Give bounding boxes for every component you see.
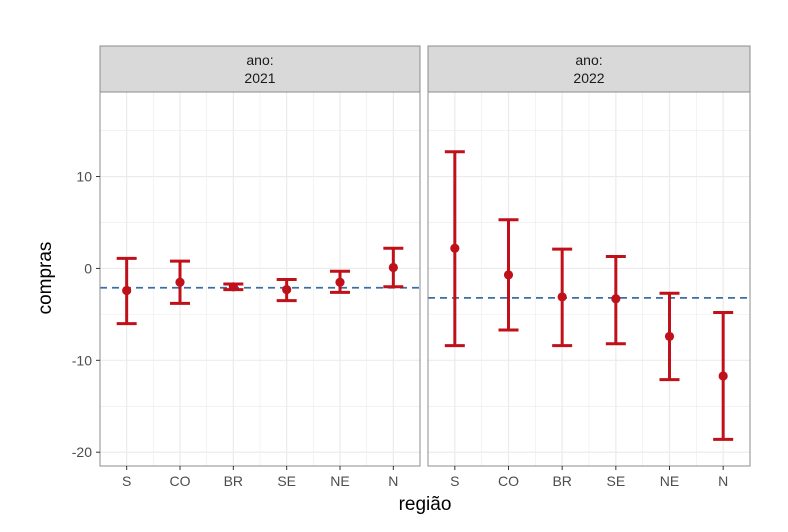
x-axis-title: região (399, 494, 452, 515)
facet-strip-label-line2: 2022 (573, 70, 604, 86)
x-tick-label: SE (606, 473, 625, 489)
y-tick-label: 0 (84, 260, 92, 276)
y-axis-title: compras (35, 242, 56, 315)
y-tick-label: -10 (72, 352, 92, 368)
x-tick-label: S (450, 473, 459, 489)
x-tick-label: BR (552, 473, 571, 489)
point-N (718, 371, 728, 381)
point-NE (664, 331, 675, 342)
x-tick-label: CO (498, 473, 519, 489)
facet-strip-1 (99, 45, 421, 93)
x-tick-label: SE (277, 473, 296, 489)
point-SE (282, 284, 292, 295)
point-NE (335, 277, 345, 287)
point-BR (228, 282, 238, 292)
y-tick-label: -20 (72, 444, 92, 460)
facet-strip-label-line2: 2021 (244, 70, 275, 86)
y-tick-label: 10 (76, 169, 92, 185)
x-tick-label: BR (224, 473, 243, 489)
x-tick-label: N (718, 473, 728, 489)
facet-strip-label-line1: ano: (575, 52, 602, 68)
x-tick-label: S (122, 473, 131, 489)
x-tick-label: NE (330, 473, 349, 489)
point-S (450, 243, 460, 253)
point-N (388, 262, 398, 273)
x-tick-label: N (388, 473, 398, 489)
point-SE (611, 294, 621, 304)
facet-strip-2 (427, 45, 751, 93)
x-tick-label: NE (660, 473, 679, 489)
point-S (122, 285, 132, 296)
point-CO (503, 270, 514, 280)
facet-strip-label-line1: ano: (246, 52, 273, 68)
x-tick-label: CO (170, 473, 191, 489)
point-BR (557, 292, 567, 302)
point-CO (175, 277, 185, 287)
